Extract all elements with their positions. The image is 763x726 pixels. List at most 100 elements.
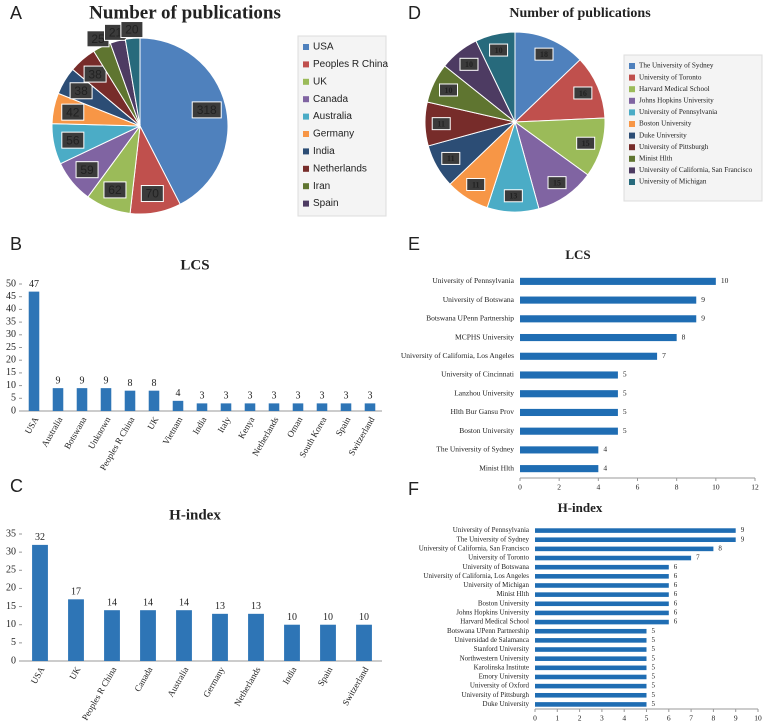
- label-box: [83, 65, 107, 83]
- bar: [124, 390, 136, 411]
- legend-label: University of California, San Francisco: [639, 166, 753, 174]
- x-tick-label: Botswana: [62, 415, 88, 451]
- label-box: [547, 176, 567, 190]
- bar: [520, 427, 618, 435]
- bar: [320, 624, 336, 661]
- y-tick-label: Emory University: [479, 673, 530, 681]
- bar: [520, 296, 697, 304]
- legend-swatch: [629, 121, 635, 127]
- data-label: 9: [741, 526, 745, 534]
- bar: [535, 692, 647, 698]
- x-tick-label: Unknown: [86, 415, 113, 451]
- chart-title: LCS: [180, 257, 209, 273]
- x-tick-label: Canada: [132, 665, 154, 693]
- bar: [520, 352, 658, 360]
- y-tick-label: 30: [6, 546, 16, 557]
- x-tick-label: Switzerland: [340, 665, 370, 708]
- legend-label: Boston University: [639, 120, 692, 128]
- y-tick-label: University of Toronto: [468, 554, 529, 562]
- data-label: 20: [125, 23, 139, 37]
- legend-swatch: [629, 63, 635, 69]
- legend-swatch: [629, 74, 635, 81]
- legend-label: University of Pittsburgh: [639, 143, 709, 151]
- data-label: 6: [674, 618, 678, 626]
- data-label: 17: [71, 587, 81, 598]
- y-tick-label: Lanzhou University: [454, 388, 514, 397]
- bar: [535, 610, 669, 616]
- bar: [535, 674, 647, 680]
- bar: [520, 333, 677, 342]
- pie-slice: [139, 37, 229, 205]
- legend-swatch: [629, 155, 635, 162]
- bar: [140, 610, 156, 661]
- data-label: 14: [143, 597, 153, 608]
- legend-swatch: [629, 144, 635, 151]
- data-label: 5: [623, 407, 627, 416]
- legend-swatch: [303, 148, 309, 155]
- legend-swatch: [303, 200, 309, 207]
- data-label: 5: [652, 663, 656, 671]
- data-label: 42: [66, 105, 80, 119]
- legend-swatch: [629, 86, 635, 93]
- chart-title: H-index: [169, 507, 221, 523]
- x-tick-label: Oman: [285, 415, 305, 439]
- y-tick-label: 0: [11, 655, 16, 666]
- data-label: 32: [35, 532, 45, 543]
- data-label: 5: [652, 654, 656, 662]
- label-box: [61, 103, 85, 121]
- bar: [340, 403, 352, 411]
- data-label: 6: [674, 609, 678, 617]
- data-label: 5: [652, 691, 656, 699]
- label-box: [441, 151, 461, 165]
- x-tick-label: 6: [667, 714, 671, 723]
- legend-label: UK: [313, 76, 327, 87]
- y-tick-label: 25: [6, 565, 16, 576]
- data-label: 11: [437, 119, 445, 128]
- data-label: 8: [718, 544, 722, 552]
- x-tick-label: India: [191, 415, 209, 436]
- y-tick-label: 35: [6, 528, 16, 539]
- legend-label: Peoples R China: [313, 59, 388, 70]
- data-label: 7: [696, 554, 700, 562]
- data-label: 5: [652, 700, 656, 708]
- bar: [535, 601, 669, 607]
- y-tick-label: University of Cincinnati: [441, 370, 514, 379]
- x-tick-label: Australia: [165, 665, 190, 699]
- bar: [268, 403, 280, 411]
- label-box: [489, 43, 509, 57]
- x-tick-label: 2: [578, 714, 582, 723]
- legend-label: India: [313, 146, 335, 157]
- legend-label: Duke University: [639, 131, 687, 139]
- bar: [356, 624, 372, 661]
- data-label: 5: [623, 388, 627, 397]
- data-label: 59: [80, 163, 94, 177]
- bar: [535, 583, 669, 588]
- pie-slice: [514, 31, 581, 124]
- data-label: 4: [176, 388, 181, 399]
- data-label: 5: [652, 673, 656, 681]
- y-tick-label: Northwestern University: [460, 654, 530, 662]
- label-box: [75, 161, 99, 179]
- y-tick-label: University of Oxford: [470, 682, 530, 690]
- x-tick-label: Spain: [316, 665, 335, 688]
- label-box: [439, 83, 459, 97]
- x-tick-label: Kenya: [236, 415, 256, 440]
- data-label: 8: [682, 332, 686, 341]
- legend-swatch: [303, 131, 309, 137]
- y-tick-label: 0: [11, 405, 16, 416]
- bar: [535, 555, 692, 561]
- bar: [520, 408, 618, 417]
- data-label: 38: [88, 67, 102, 81]
- legend-swatch: [303, 44, 309, 50]
- data-label: 10: [359, 612, 369, 623]
- y-tick-label: Stanford University: [474, 645, 530, 653]
- y-tick-label: 20: [6, 583, 16, 594]
- pie-slice: [513, 59, 606, 123]
- legend-label: University of Michigan: [639, 178, 707, 186]
- bar: [535, 619, 669, 625]
- data-label: 10: [323, 612, 333, 623]
- x-tick-label: 4: [622, 714, 626, 723]
- x-tick-label: 8: [712, 714, 716, 723]
- bar: [172, 400, 184, 411]
- chart-title: LCS: [565, 247, 590, 262]
